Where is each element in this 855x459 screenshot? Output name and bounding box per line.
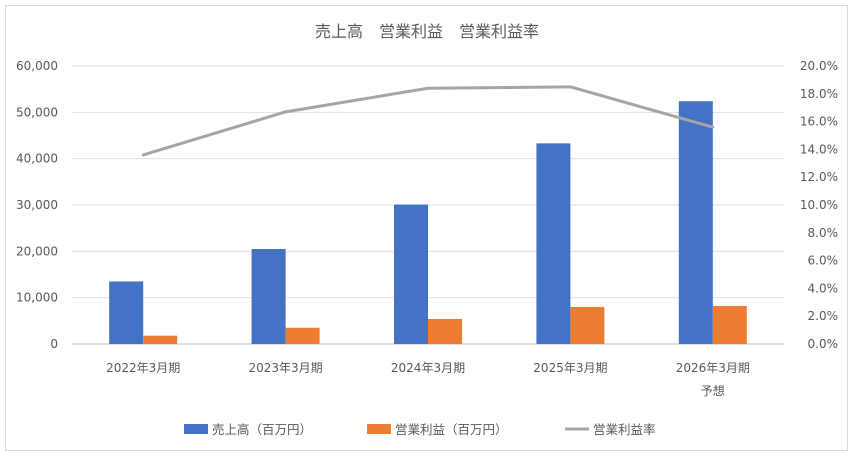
operating-profit-bar [428, 318, 462, 344]
margin-line [141, 85, 715, 157]
sales-bar [394, 204, 428, 344]
x-axis-label: 2022年3月期 [106, 361, 180, 375]
x-axis-label: 2026年3月期 [676, 361, 750, 375]
left-tick-label: 40,000 [16, 152, 58, 166]
sales-bar [536, 143, 571, 344]
right-tick-label: 16.0% [800, 115, 838, 129]
right-tick-label: 20.0% [800, 59, 838, 73]
operating-profit-bar [570, 306, 605, 344]
legend: 売上高（百万円） 営業利益（百万円） 営業利益率 [184, 422, 656, 437]
left-tick-label: 50,000 [16, 105, 58, 119]
operating-margin-line [141, 85, 715, 157]
left-tick-label: 10,000 [16, 291, 58, 305]
right-tick-label: 8.0% [808, 226, 839, 240]
left-tick-label: 30,000 [16, 198, 58, 212]
right-tick-label: 18.0% [800, 87, 838, 101]
operating-profit-bar [143, 335, 178, 344]
right-tick-label: 6.0% [808, 254, 839, 268]
legend-swatch [367, 424, 391, 434]
chart-title: 売上高 営業利益 営業利益率 [315, 22, 539, 41]
legend-label: 営業利益（百万円） [395, 422, 508, 437]
right-tick-label: 4.0% [808, 281, 839, 295]
x-axis-label: 2023年3月期 [249, 361, 323, 375]
left-tick-label: 20,000 [16, 244, 58, 258]
x-axis-label: 2024年3月期 [391, 361, 465, 375]
sales-bar [251, 249, 286, 344]
left-axis-ticks: 0 10,000 20,000 30,000 40,000 50,000 60,000 [16, 59, 58, 351]
left-tick-label: 0 [50, 337, 58, 351]
left-tick-label: 60,000 [16, 59, 58, 73]
x-axis-labels: 2022年3月期 2023年3月期 2024年3月期 2025年3月期 2026年3月期… [106, 361, 750, 398]
sales-bar [109, 281, 144, 344]
operating-profit-bar [285, 327, 320, 344]
x-axis-label: 予想 [701, 383, 725, 398]
right-tick-label: 10.0% [800, 198, 838, 212]
operating-profit-bar [712, 306, 747, 344]
right-axis-ticks: 0.0% 2.0% 4.0% 6.0% 8.0% 10.0% 12.0% 14.0% 16.0%… [800, 59, 838, 351]
right-tick-label: 0.0% [808, 337, 839, 351]
legend-label: 売上高（百万円） [212, 422, 312, 437]
legend-swatch [184, 424, 208, 434]
sales-bar [678, 101, 713, 344]
right-tick-label: 2.0% [808, 309, 839, 323]
x-axis-label: 2025年3月期 [533, 361, 607, 375]
right-tick-label: 12.0% [800, 170, 838, 184]
bars [109, 101, 747, 344]
legend-label: 営業利益率 [593, 422, 656, 437]
right-tick-label: 14.0% [800, 142, 838, 156]
